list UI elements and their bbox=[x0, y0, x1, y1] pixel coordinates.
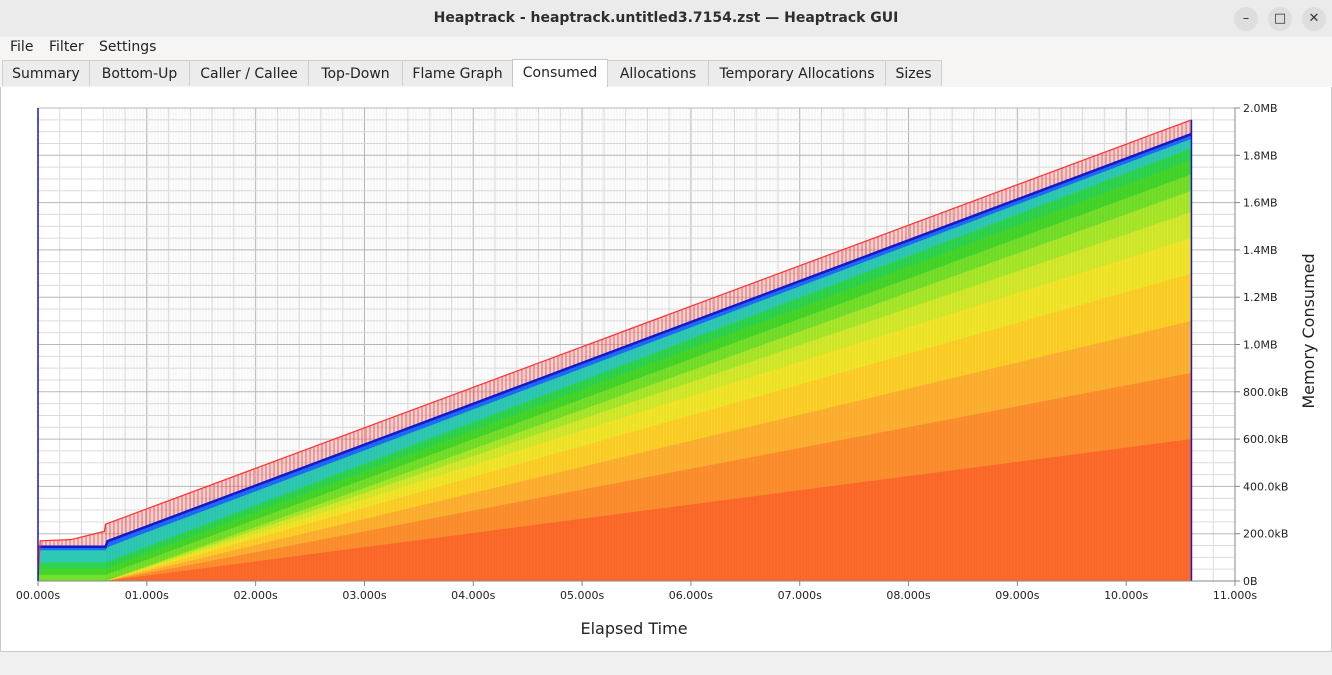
chart-areas bbox=[37, 108, 1193, 582]
y-tick-label: 200.0kB bbox=[1243, 528, 1288, 541]
minimize-icon: – bbox=[1242, 11, 1250, 26]
x-tick-label: 04.000s bbox=[451, 589, 495, 602]
y-tick-label: 400.0kB bbox=[1243, 480, 1288, 493]
total-outline bbox=[37, 119, 1192, 582]
x-tick-label: 08.000s bbox=[886, 589, 930, 602]
consumed-peak-line bbox=[38, 132, 1192, 548]
close-icon: ✕ bbox=[1308, 11, 1320, 26]
menu-file-label: File bbox=[10, 39, 34, 55]
y-tick-label: 800.0kB bbox=[1243, 386, 1288, 399]
tab-flame-graph[interactable]: Flame Graph bbox=[402, 60, 513, 86]
tab-top-down[interactable]: Top-Down bbox=[308, 60, 403, 86]
x-tick-label: 05.000s bbox=[560, 589, 604, 602]
tab-consumed[interactable]: Consumed bbox=[512, 59, 608, 88]
tab-allocations-label: Allocations bbox=[619, 66, 697, 82]
tab-summary-label: Summary bbox=[12, 66, 80, 82]
y-tick-label: 1.4MB bbox=[1243, 244, 1278, 257]
x-tick-label: 09.000s bbox=[995, 589, 1039, 602]
consumed-chart[interactable]: 00.000s 01.000s 02.000s 03.000s 04.000s 05.00… bbox=[1, 87, 1331, 651]
tab-bottom-up[interactable]: Bottom-Up bbox=[89, 60, 190, 86]
menu-settings[interactable]: Settings bbox=[99, 39, 156, 55]
tab-temporary-allocations-label: Temporary Allocations bbox=[719, 66, 875, 82]
x-tick-label: 07.000s bbox=[778, 589, 822, 602]
x-tick-label: 06.000s bbox=[669, 589, 713, 602]
x-tick-label: 02.000s bbox=[234, 589, 278, 602]
tab-bottom-up-label: Bottom-Up bbox=[101, 66, 178, 82]
tab-flame-graph-label: Flame Graph bbox=[412, 66, 503, 82]
x-tick-label: 00.000s bbox=[16, 589, 60, 602]
x-tick-label: 01.000s bbox=[125, 589, 169, 602]
x-tick-label: 10.000s bbox=[1104, 589, 1148, 602]
status-bar bbox=[0, 652, 1332, 675]
x-tick-label: 11.000s bbox=[1213, 589, 1257, 602]
tab-summary[interactable]: Summary bbox=[2, 60, 90, 86]
tab-bar: Summary Bottom-Up Caller / Callee Top-Do… bbox=[0, 59, 1332, 88]
stripe-overlay bbox=[105, 108, 1192, 581]
tab-sizes-label: Sizes bbox=[895, 66, 932, 82]
x-axis-label: Elapsed Time bbox=[580, 619, 687, 638]
y-tick-label: 1.2MB bbox=[1243, 291, 1278, 304]
tab-sizes[interactable]: Sizes bbox=[885, 60, 942, 86]
tab-caller-callee-label: Caller / Callee bbox=[200, 66, 298, 82]
menu-filter-label: Filter bbox=[49, 39, 84, 55]
menu-file[interactable]: File bbox=[10, 39, 33, 55]
menu-bar: File Filter Settings bbox=[0, 37, 1332, 59]
window-title: Heaptrack - heaptrack.untitled3.7154.zst… bbox=[433, 10, 899, 26]
title-bar: Heaptrack - heaptrack.untitled3.7154.zst… bbox=[0, 0, 1332, 38]
y-tick-label: 600.0kB bbox=[1243, 433, 1288, 446]
maximize-button[interactable]: □ bbox=[1268, 7, 1292, 31]
tab-allocations[interactable]: Allocations bbox=[607, 60, 709, 86]
y-tick-label: 1.0MB bbox=[1243, 339, 1278, 352]
minimize-button[interactable]: – bbox=[1234, 7, 1258, 31]
tab-top-down-label: Top-Down bbox=[321, 66, 390, 82]
tab-caller-callee[interactable]: Caller / Callee bbox=[189, 60, 309, 86]
x-tick-label: 03.000s bbox=[342, 589, 386, 602]
y-tick-label: 1.8MB bbox=[1243, 149, 1278, 162]
menu-filter[interactable]: Filter bbox=[49, 39, 84, 55]
y-tick-label: 0B bbox=[1243, 575, 1258, 588]
consumed-chart-panel: 00.000s 01.000s 02.000s 03.000s 04.000s 05.00… bbox=[0, 87, 1332, 652]
tab-consumed-label: Consumed bbox=[522, 65, 598, 81]
close-button[interactable]: ✕ bbox=[1302, 7, 1326, 31]
y-tick-label: 1.6MB bbox=[1243, 197, 1278, 210]
y-axis-label: Memory Consumed bbox=[1299, 253, 1318, 408]
maximize-icon: □ bbox=[1273, 11, 1287, 26]
tab-temporary-allocations[interactable]: Temporary Allocations bbox=[708, 60, 886, 86]
chart-axes: 00.000s 01.000s 02.000s 03.000s 04.000s 05.00… bbox=[16, 102, 1289, 602]
menu-settings-label: Settings bbox=[99, 39, 157, 55]
y-tick-label: 2.0MB bbox=[1243, 102, 1278, 115]
